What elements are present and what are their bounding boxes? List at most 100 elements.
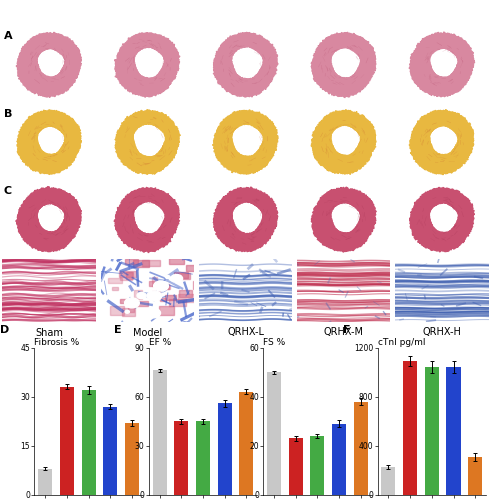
Bar bbox=[122, 308, 136, 316]
Bar bbox=[108, 278, 122, 283]
Bar bbox=[267, 372, 281, 495]
Polygon shape bbox=[39, 128, 63, 153]
Circle shape bbox=[125, 310, 129, 313]
Polygon shape bbox=[409, 187, 475, 252]
Text: cTnl pg/ml: cTnl pg/ml bbox=[378, 338, 425, 346]
Bar bbox=[160, 298, 166, 301]
Polygon shape bbox=[311, 32, 376, 98]
Bar bbox=[332, 424, 346, 495]
Polygon shape bbox=[233, 48, 262, 78]
Polygon shape bbox=[135, 126, 164, 156]
Polygon shape bbox=[114, 32, 180, 98]
Polygon shape bbox=[233, 126, 262, 155]
Polygon shape bbox=[409, 32, 475, 97]
Polygon shape bbox=[214, 187, 278, 252]
Bar bbox=[403, 361, 417, 495]
Text: QRHX-L: QRHX-L bbox=[227, 328, 264, 338]
Text: F: F bbox=[343, 326, 351, 336]
Bar bbox=[165, 296, 176, 300]
Bar bbox=[218, 403, 232, 495]
Polygon shape bbox=[38, 50, 63, 76]
Text: QRHX-M: QRHX-M bbox=[324, 328, 364, 338]
Bar bbox=[133, 260, 149, 267]
Bar bbox=[354, 402, 368, 495]
Bar bbox=[134, 301, 148, 306]
Bar bbox=[240, 392, 253, 495]
Bar bbox=[142, 260, 160, 266]
Bar bbox=[152, 291, 160, 300]
Circle shape bbox=[137, 292, 146, 298]
Bar bbox=[310, 436, 325, 495]
Bar bbox=[153, 370, 166, 495]
Polygon shape bbox=[431, 204, 457, 231]
Bar bbox=[425, 367, 439, 495]
Circle shape bbox=[154, 281, 168, 291]
Bar bbox=[103, 406, 117, 495]
Text: EF %: EF % bbox=[149, 338, 171, 346]
Polygon shape bbox=[136, 48, 163, 77]
Bar bbox=[152, 278, 158, 286]
Polygon shape bbox=[311, 110, 376, 174]
Bar bbox=[196, 421, 210, 495]
Bar bbox=[126, 272, 134, 279]
Bar bbox=[164, 284, 169, 288]
Bar bbox=[446, 367, 461, 495]
Text: C: C bbox=[4, 186, 12, 196]
Bar bbox=[60, 387, 74, 495]
Polygon shape bbox=[17, 110, 82, 174]
Bar bbox=[193, 281, 206, 288]
Bar bbox=[176, 274, 190, 280]
Text: Fibrosis %: Fibrosis % bbox=[34, 338, 80, 346]
Bar bbox=[120, 299, 128, 302]
Text: D: D bbox=[0, 326, 9, 336]
Polygon shape bbox=[332, 49, 359, 76]
Bar bbox=[109, 306, 124, 315]
Text: QRHX-H: QRHX-H bbox=[422, 328, 462, 338]
Circle shape bbox=[171, 274, 183, 282]
Polygon shape bbox=[311, 187, 376, 252]
Bar bbox=[128, 303, 134, 312]
Text: Model: Model bbox=[133, 328, 162, 338]
Polygon shape bbox=[38, 205, 63, 231]
Polygon shape bbox=[431, 50, 457, 76]
Polygon shape bbox=[332, 204, 359, 232]
Polygon shape bbox=[114, 188, 180, 253]
Polygon shape bbox=[115, 110, 180, 174]
Polygon shape bbox=[234, 203, 262, 232]
Bar bbox=[169, 298, 186, 306]
Bar bbox=[112, 286, 118, 290]
Polygon shape bbox=[16, 186, 82, 252]
Polygon shape bbox=[409, 110, 474, 175]
Circle shape bbox=[146, 308, 161, 318]
Text: FS %: FS % bbox=[263, 338, 285, 346]
Polygon shape bbox=[332, 126, 359, 154]
Bar bbox=[179, 290, 191, 297]
Text: E: E bbox=[114, 326, 122, 336]
Bar bbox=[120, 272, 132, 280]
Text: Sham: Sham bbox=[35, 328, 63, 338]
Bar bbox=[186, 265, 196, 270]
Bar bbox=[174, 421, 189, 495]
Text: B: B bbox=[4, 108, 12, 118]
Bar bbox=[169, 258, 184, 264]
Polygon shape bbox=[431, 127, 457, 153]
Bar bbox=[126, 259, 138, 264]
Bar bbox=[119, 271, 136, 276]
Bar bbox=[178, 294, 195, 302]
Circle shape bbox=[147, 291, 162, 301]
Bar bbox=[174, 272, 188, 278]
Bar bbox=[468, 457, 482, 495]
Polygon shape bbox=[213, 110, 278, 174]
Bar bbox=[164, 285, 170, 289]
Circle shape bbox=[125, 298, 139, 308]
Polygon shape bbox=[213, 32, 278, 97]
Polygon shape bbox=[135, 203, 164, 232]
Bar bbox=[149, 282, 154, 286]
Bar bbox=[125, 423, 139, 495]
Bar bbox=[82, 390, 96, 495]
Bar bbox=[382, 466, 395, 495]
Bar bbox=[289, 438, 303, 495]
Bar bbox=[135, 290, 142, 299]
Polygon shape bbox=[16, 32, 82, 98]
Circle shape bbox=[165, 276, 170, 278]
